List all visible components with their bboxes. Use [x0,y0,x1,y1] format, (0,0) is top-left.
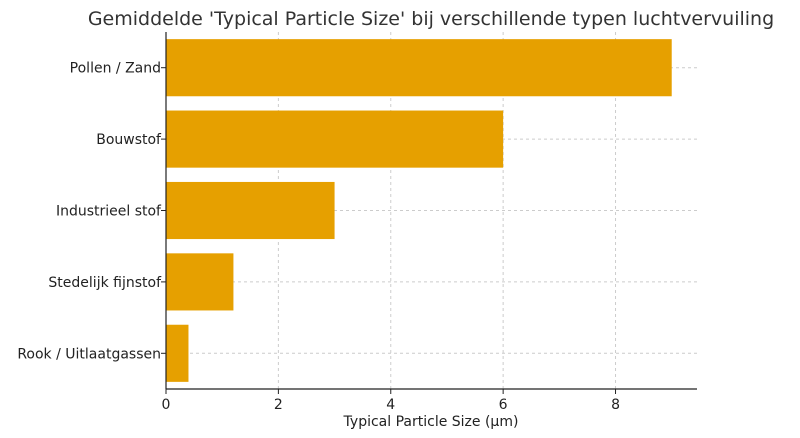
bar [166,110,504,168]
y-tick-label: Stedelijk fijnstof [48,275,162,291]
x-tick-label: 0 [162,397,171,413]
bar [166,181,335,240]
axes: 0 2 4 6 8 Rook / Uitlaatgassen Stedelijk fijns… [17,32,697,413]
chart-title: Gemiddelde 'Typical Particle Size' bij v… [88,8,774,30]
x-tick-label: 4 [386,397,395,413]
y-tick-label: Pollen / Zand [70,61,161,77]
x-axis-label: Typical Particle Size (µm) [343,414,519,430]
x-tick-label: 2 [274,397,283,413]
y-tick-label: Rook / Uitlaatgassen [17,346,161,362]
bar [166,324,189,382]
y-tick-label: Bouwstof [96,132,162,148]
x-tick-label: 8 [611,397,620,413]
y-tick-label: Industrieel stof [56,204,162,220]
bar [166,39,672,97]
bar [166,253,234,311]
x-tick-label: 6 [499,397,508,413]
bars [166,39,672,382]
